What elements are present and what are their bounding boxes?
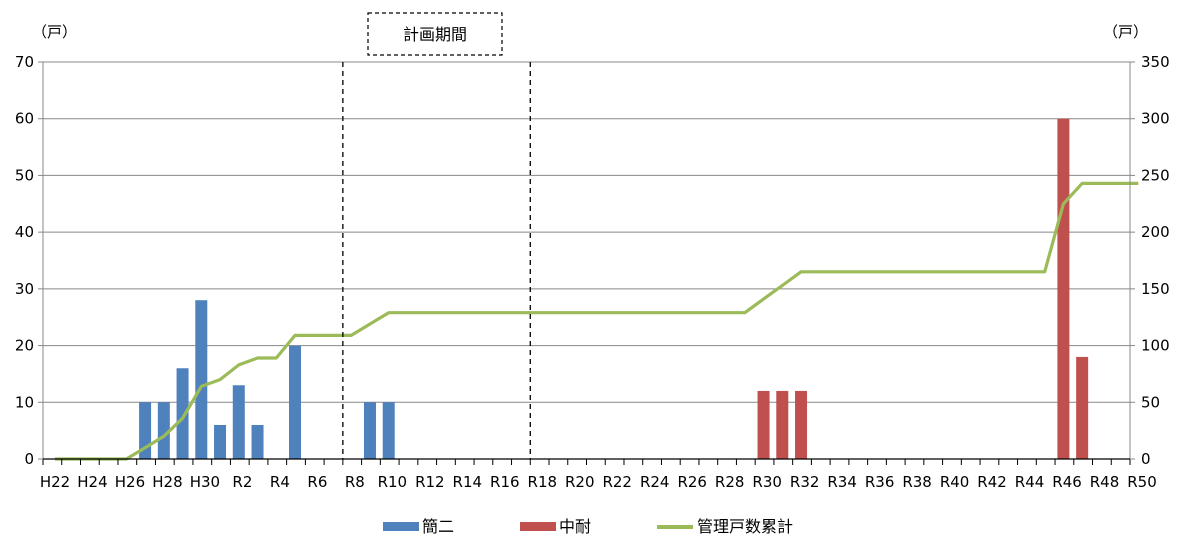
y-right-tick-label: 0 [1141,450,1151,468]
period-label-box [367,12,503,56]
legend-label: 中耐 [559,517,591,536]
x-tick-label: R4 [270,473,290,491]
x-tick-label: R50 [1127,473,1157,491]
gridlines [43,61,1130,403]
x-tick-label: H22 [40,473,70,491]
plan-period [342,62,531,459]
y-left-tick-label: 20 [15,337,34,355]
bar [157,402,170,459]
y-left-tick-label: 40 [15,223,34,241]
legend: 簡二 中耐 管理戸数累計 [383,517,793,536]
y-left-tick-label: 70 [15,53,34,71]
x-tick-label: R10 [378,473,408,491]
right-axis-unit: （戸） [1103,23,1148,41]
axes [38,61,1135,465]
y-left-tick-label: 60 [15,110,34,128]
x-tick-label: H28 [152,473,182,491]
legend-label: 簡二 [422,517,454,536]
x-tick-label: R12 [415,473,445,491]
bar [776,390,789,459]
x-tick-label: R14 [453,473,483,491]
x-tick-label: R46 [1052,473,1082,491]
x-tick-label: R2 [232,473,252,491]
y-left-tick-label: 50 [15,166,34,184]
left-axis-unit: （戸） [32,23,77,41]
bar [195,300,208,459]
tick-labels: 0 10 20 30 40 50 60 70 0 50 100 150 200 250 300 350 H22 H… [15,53,1170,491]
bar [1057,118,1070,459]
bar [251,424,264,459]
bar [1076,356,1089,459]
legend-swatch [383,522,419,531]
y-right-tick-label: 50 [1141,393,1160,411]
x-tick-label: R30 [752,473,782,491]
bar [363,402,376,459]
x-tick-label: R32 [790,473,820,491]
x-tick-label: R40 [940,473,970,491]
cumulative-line [55,181,1139,461]
x-tick-label: R48 [1090,473,1120,491]
x-tick-label: R36 [865,473,895,491]
y-right-tick-label: 250 [1141,166,1170,184]
series-line [55,181,1139,461]
bar [795,390,808,459]
y-right-tick-label: 350 [1141,53,1170,71]
y-right-tick-label: 100 [1141,337,1170,355]
y-left-tick-label: 30 [15,280,34,298]
bar [289,345,302,459]
x-tick-label: R42 [977,473,1007,491]
bar [232,385,245,459]
x-tick-label: R44 [1015,473,1045,491]
x-tick-label: R22 [602,473,632,491]
legend-label: 管理戸数累計 [697,517,793,536]
x-tick-label: R26 [677,473,707,491]
x-tick-label: R24 [640,473,670,491]
x-tick-label: R34 [827,473,857,491]
bar [214,424,227,459]
x-tick-label: R16 [490,473,520,491]
x-tick-label: R6 [307,473,327,491]
x-tick-label: R28 [715,473,745,491]
bars [139,118,1089,459]
x-tick-label: R18 [528,473,558,491]
bar [176,368,189,459]
x-tick-label: H30 [190,473,220,491]
x-tick-label: H24 [77,473,107,491]
y-right-tick-label: 150 [1141,280,1170,298]
y-left-tick-label: 0 [24,450,34,468]
x-tick-label: R20 [565,473,595,491]
y-left-tick-label: 10 [15,393,34,411]
period-label: 計画期間 [403,25,467,44]
x-tick-label: R8 [345,473,365,491]
y-right-tick-label: 300 [1141,110,1170,128]
x-tick-label: R38 [902,473,932,491]
x-tick-label: H26 [115,473,145,491]
bar [757,390,770,459]
legend-swatch [520,522,556,531]
y-right-tick-label: 200 [1141,223,1170,241]
bar [382,402,395,459]
